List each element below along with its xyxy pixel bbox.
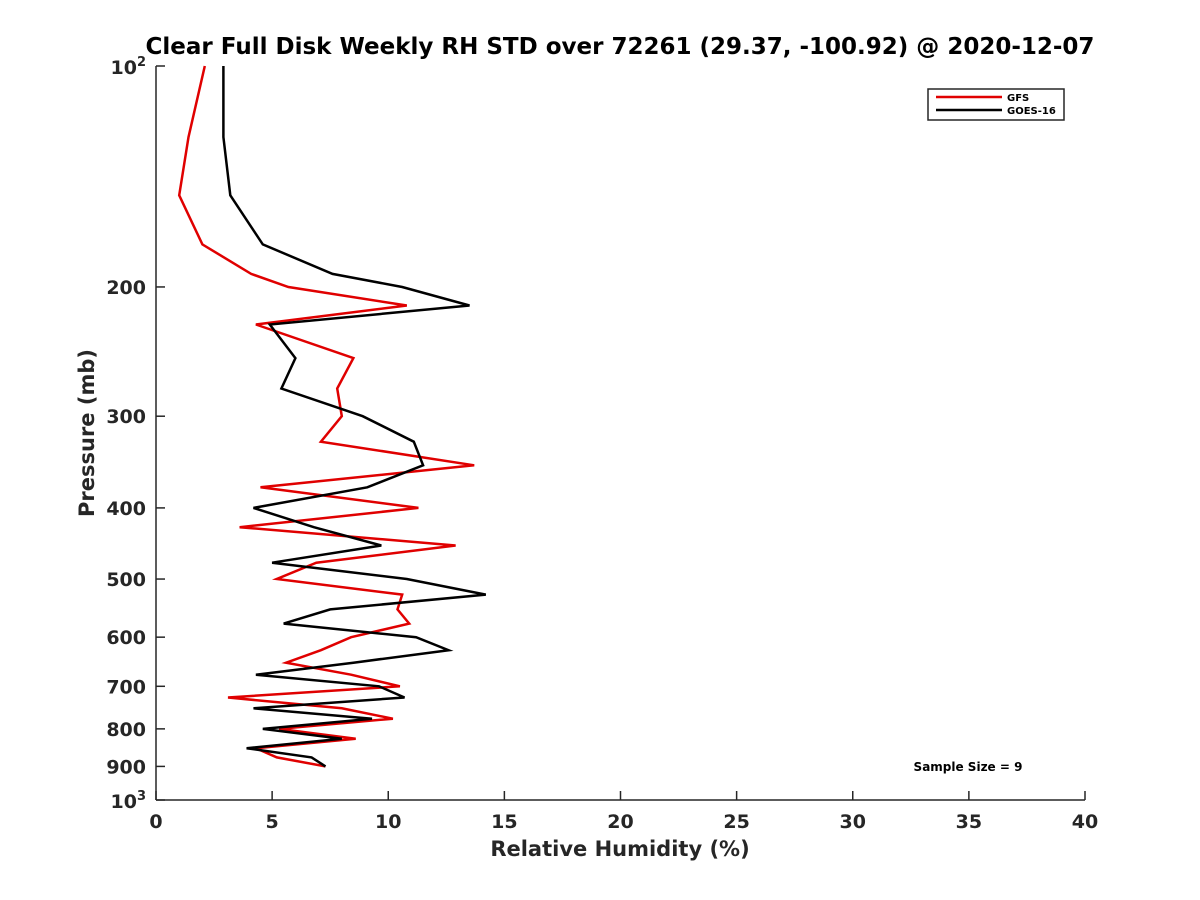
legend-label-gfs: GFS bbox=[1007, 93, 1029, 104]
x-ticks: 0 5 10 15 20 25 30 35 40 bbox=[149, 791, 1098, 833]
x-tick-label-8: 40 bbox=[1072, 811, 1098, 833]
x-tick-label-1: 5 bbox=[266, 811, 279, 833]
y-tick-label-4: 500 bbox=[106, 569, 146, 591]
y-tick-label-7: 800 bbox=[106, 719, 146, 741]
x-tick-label-0: 0 bbox=[149, 811, 162, 833]
chart-title: Clear Full Disk Weekly RH STD over 72261… bbox=[146, 34, 1095, 60]
y-tick-label-5: 600 bbox=[106, 627, 146, 649]
x-tick-label-2: 10 bbox=[375, 811, 401, 833]
x-axis-label: Relative Humidity (%) bbox=[490, 837, 749, 861]
y-tick-label-3: 400 bbox=[106, 498, 146, 520]
sample-size-annotation: Sample Size = 9 bbox=[914, 760, 1023, 774]
x-tick-label-6: 30 bbox=[840, 811, 866, 833]
x-tick-label-7: 35 bbox=[956, 811, 982, 833]
y-axis-label: Pressure (mb) bbox=[75, 349, 99, 517]
y-tick-label-2: 300 bbox=[106, 406, 146, 428]
y-tick-label-8: 900 bbox=[106, 756, 146, 778]
legend: GFS GOES-16 bbox=[927, 88, 1065, 121]
y-tick-label-0: 102 bbox=[111, 55, 147, 79]
y-tick-label-6: 700 bbox=[106, 676, 146, 698]
y-ticks: 102 200 300 400 500 600 700 800 900 103 bbox=[106, 55, 165, 813]
x-tick-label-5: 25 bbox=[723, 811, 749, 833]
series-line-goes-16 bbox=[222, 66, 487, 768]
legend-label-goes16: GOES-16 bbox=[1007, 106, 1056, 117]
x-tick-label-3: 15 bbox=[491, 811, 517, 833]
y-tick-label-1: 200 bbox=[106, 277, 146, 299]
y-tick-label-9: 103 bbox=[111, 789, 147, 813]
legend-box bbox=[927, 88, 1065, 121]
series-layer bbox=[177, 65, 487, 768]
x-tick-label-4: 20 bbox=[607, 811, 633, 833]
series-line-gfs bbox=[177, 65, 475, 768]
